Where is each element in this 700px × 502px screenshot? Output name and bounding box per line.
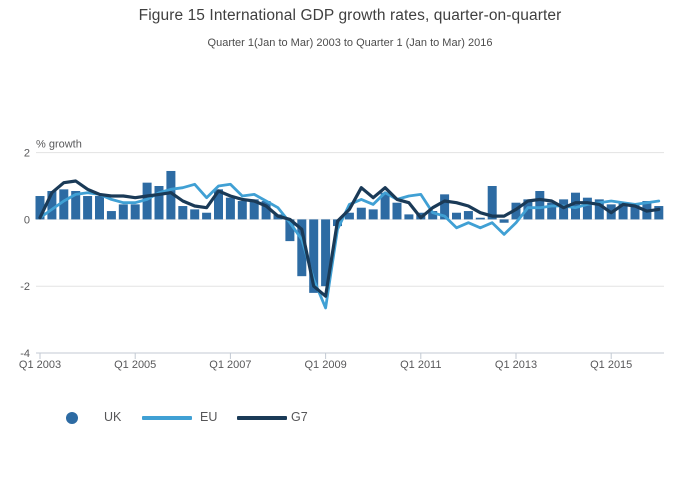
uk-bar-q2-2007 <box>237 201 247 220</box>
chart-legend: UK EU G7 <box>0 402 700 430</box>
legend-label-eu: EU <box>200 410 218 424</box>
g7-legend-line-icon <box>237 416 287 420</box>
uk-bar-q4-2004 <box>118 204 128 220</box>
y-axis-label: 2 <box>24 148 30 160</box>
uk-bar-q4-2009 <box>356 207 366 220</box>
uk-bar-q1-2010 <box>368 209 378 220</box>
uk-bar-q3-2007 <box>249 199 259 220</box>
uk-bar-q2-2015 <box>618 202 628 220</box>
uk-bar-q3-2006 <box>202 212 212 220</box>
uk-bar-q3-2003 <box>59 189 69 220</box>
x-axis-label: Q1 2011 <box>400 359 441 371</box>
uk-bar-q1-2004 <box>83 196 93 220</box>
uk-bar-q3-2012 <box>487 186 497 220</box>
x-axis-label: Q1 2015 <box>590 359 632 371</box>
uk-bar-q4-2008 <box>309 219 319 293</box>
chart-subtitle: Quarter 1(Jan to Mar) 2003 to Quarter 1 … <box>207 37 493 49</box>
uk-bar-q2-2008 <box>285 219 295 242</box>
eu-line <box>38 182 661 310</box>
uk-bar-q3-2009 <box>344 212 354 220</box>
uk-bar-q1-2005 <box>130 204 140 220</box>
y-axis-label: -2 <box>20 281 30 293</box>
uk-bar-q2-2005 <box>142 182 152 220</box>
uk-bar-q1-2014 <box>559 199 569 220</box>
uk-bar-q3-2008 <box>297 219 307 277</box>
uk-bar-q4-2005 <box>166 170 176 220</box>
x-axis-label: Q1 2007 <box>209 359 251 371</box>
uk-bar-q4-2007 <box>261 201 271 220</box>
uk-bar-q3-2005 <box>154 186 164 220</box>
y-axis-label: 0 <box>24 214 30 226</box>
uk-bar-q3-2011 <box>440 194 450 220</box>
y-axis-unit-label: % growth <box>36 139 82 151</box>
uk-bar-q3-2014 <box>582 197 592 220</box>
y-axis-label: -4 <box>20 348 30 360</box>
uk-bar-q2-2014 <box>571 192 580 220</box>
uk-legend-dot-icon <box>66 412 78 424</box>
uk-bar-q2-2003 <box>47 191 57 220</box>
uk-bar-q1-2016 <box>654 206 664 220</box>
uk-bar-q2-2012 <box>475 217 485 220</box>
uk-bar-q4-2006 <box>214 189 223 220</box>
eu-legend-line-icon <box>142 416 192 420</box>
uk-bar-q4-2013 <box>547 202 557 220</box>
uk-bar-q4-2010 <box>404 214 414 220</box>
uk-bar-q4-2012 <box>499 219 509 223</box>
uk-bar-q1-2012 <box>463 211 473 220</box>
uk-bar-q1-2003 <box>35 196 45 220</box>
x-axis-label: Q1 2009 <box>304 359 346 371</box>
uk-bar-q2-2004 <box>95 196 104 220</box>
uk-bar-q1-2006 <box>178 206 188 220</box>
uk-bar-q3-2015 <box>630 204 640 220</box>
x-axis-label: Q1 2013 <box>495 359 537 371</box>
uk-bar-q4-2003 <box>71 191 81 220</box>
uk-bar-q3-2004 <box>106 211 116 220</box>
uk-bar-q2-2011 <box>428 211 438 220</box>
g7-line <box>38 179 661 298</box>
x-axis-label: Q1 2005 <box>114 359 156 371</box>
uk-bar-q3-2013 <box>535 191 545 220</box>
uk-bar-q2-2010 <box>380 192 390 220</box>
uk-bar-q1-2007 <box>225 197 235 220</box>
legend-label-g7: G7 <box>291 410 308 424</box>
uk-bar-q3-2010 <box>392 202 402 220</box>
legend-label-uk: UK <box>104 410 122 424</box>
chart-title: Figure 15 International GDP growth rates… <box>138 7 562 24</box>
uk-bar-q1-2009 <box>321 219 331 287</box>
uk-bar-q2-2006 <box>190 209 200 220</box>
uk-bar-q4-2011 <box>452 212 461 220</box>
x-axis-label: Q1 2003 <box>19 359 61 371</box>
uk-bar-q4-2014 <box>594 199 604 220</box>
